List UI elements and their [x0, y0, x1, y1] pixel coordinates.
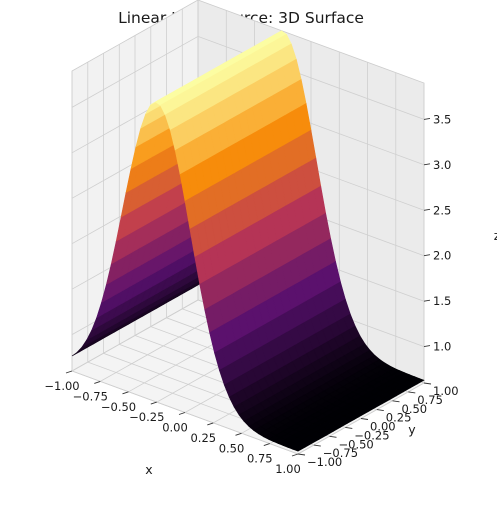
- x-tick-label: −0.50: [101, 400, 136, 414]
- x-tick-mark: [150, 401, 157, 405]
- y-tick-label: 0.50: [402, 402, 428, 416]
- x-tick-mark: [178, 412, 186, 415]
- x-tick-mark: [94, 380, 101, 384]
- y-tick-label: −0.25: [354, 428, 389, 442]
- z-tick-mark: [423, 117, 431, 120]
- y-tick-label: 0.25: [386, 411, 412, 425]
- z-tick-mark: [423, 345, 431, 348]
- y-tick-label: 0.00: [370, 420, 396, 434]
- y-tick-mark: [376, 409, 384, 412]
- y-tick-mark: [345, 426, 353, 429]
- x-axis-label: x: [145, 462, 152, 477]
- z-tick-mark: [423, 208, 431, 211]
- y-tick-mark: [408, 391, 416, 394]
- y-tick-label: −1.00: [307, 455, 342, 469]
- y-tick-mark: [360, 418, 369, 420]
- x-tick-mark: [235, 432, 242, 436]
- z-tick-mark: [423, 163, 431, 166]
- x-tick-mark: [263, 443, 270, 447]
- y-tick-mark: [297, 453, 306, 456]
- z-tick-label: 3.5: [433, 112, 451, 126]
- z-tick-label: 1.0: [433, 340, 451, 354]
- x-tick-label: 0.75: [247, 452, 273, 466]
- surface-patch: [292, 445, 306, 452]
- z-tick-mark: [423, 299, 431, 302]
- x-tick-mark: [291, 453, 299, 457]
- x-tick-label: −0.25: [129, 410, 164, 424]
- axes-ticks: −1.00−0.75−0.50−0.250.000.250.500.751.00…: [44, 112, 458, 476]
- y-tick-label: 1.00: [433, 384, 459, 398]
- x-tick-label: 0.00: [162, 421, 188, 435]
- y-axis-label: y: [408, 422, 416, 437]
- z-tick-label: 3.0: [433, 158, 451, 172]
- x-tick-mark: [122, 391, 129, 395]
- z-tick-mark: [423, 254, 431, 257]
- y-tick-mark: [313, 444, 321, 447]
- x-tick-label: −0.75: [73, 389, 108, 403]
- x-tick-label: −1.00: [44, 379, 79, 393]
- x-tick-label: 1.00: [275, 462, 301, 476]
- x-tick-mark: [207, 422, 214, 426]
- y-tick-mark: [423, 382, 432, 385]
- y-tick-mark: [329, 435, 337, 438]
- x-tick-label: 0.50: [219, 441, 245, 455]
- z-tick-label: 2.0: [433, 249, 451, 263]
- z-tick-label: 2.5: [433, 203, 451, 217]
- z-tick-label: 1.5: [433, 294, 451, 308]
- x-tick-label: 0.25: [190, 431, 216, 445]
- y-tick-label: −0.50: [339, 437, 374, 451]
- surface-mesh: [71, 30, 425, 452]
- y-gridline: [87, 62, 314, 446]
- y-tick-label: −0.75: [323, 446, 358, 460]
- z-gridline: [71, 35, 425, 120]
- x-tick-mark: [65, 370, 73, 374]
- y-tick-label: 0.75: [417, 393, 443, 407]
- y-tick-mark: [392, 400, 400, 403]
- z-axis-label: z: [494, 228, 497, 243]
